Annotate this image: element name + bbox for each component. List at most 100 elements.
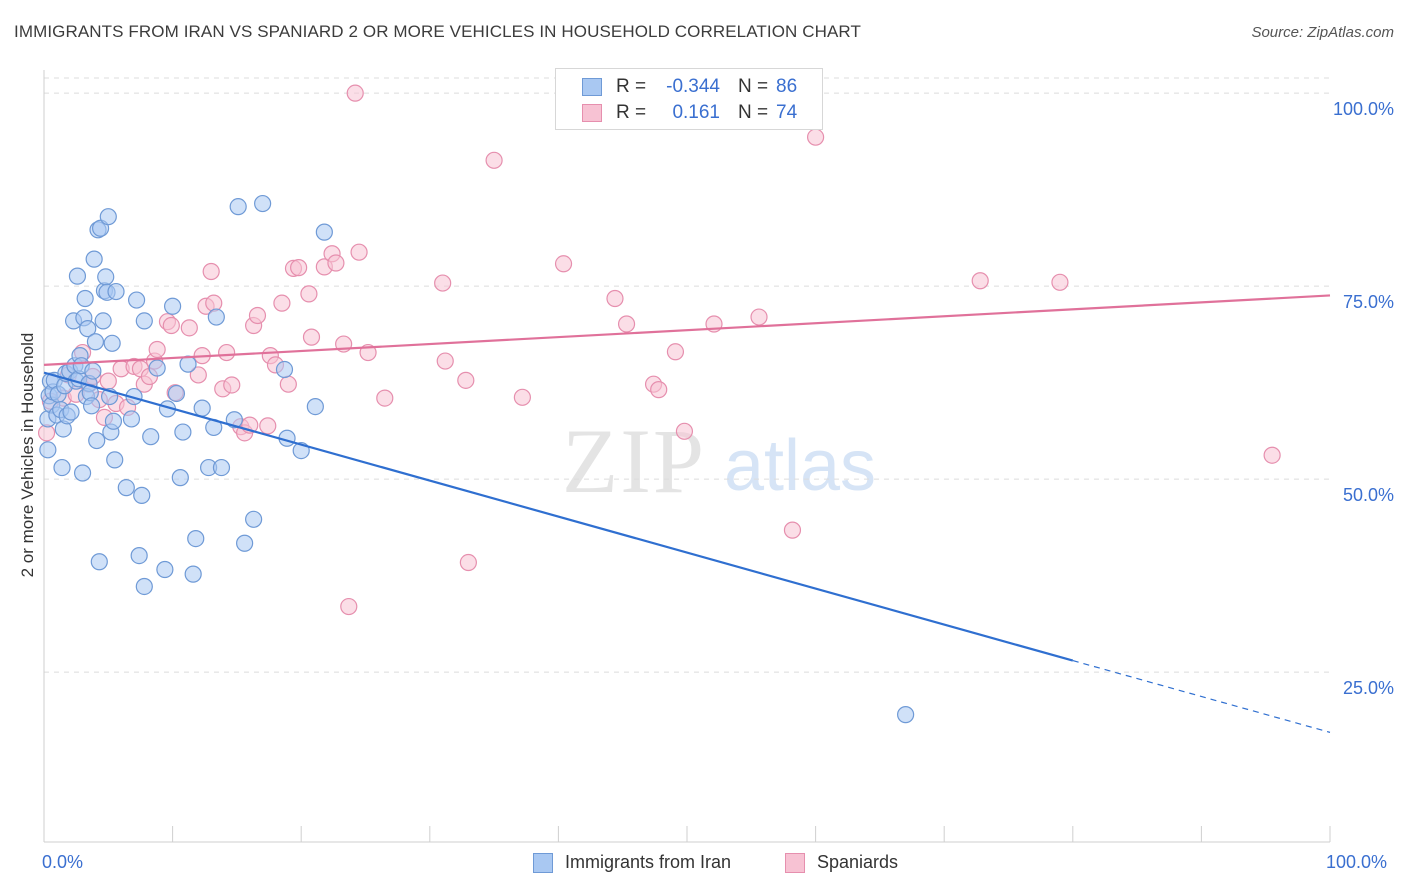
- spaniards-point: [617, 315, 636, 333]
- legend-swatch-iran: [533, 852, 553, 873]
- iran-point: [86, 333, 105, 351]
- spaniards-point: [1051, 273, 1069, 291]
- stats-r-label: R =: [616, 102, 647, 123]
- legend-item-iran[interactable]: Immigrants from Iran: [533, 852, 731, 873]
- spaniards-points: [37, 84, 1281, 616]
- iran-point: [254, 194, 272, 213]
- stats-n-value: 86: [776, 76, 798, 97]
- iran-point: [68, 267, 87, 285]
- stats-row-iran: R = -0.344 N = 86: [556, 74, 797, 100]
- iran-point: [193, 399, 211, 417]
- iran-trend-line: [43, 371, 1074, 662]
- iran-point: [130, 546, 148, 565]
- iran-point: [135, 577, 153, 596]
- iran-point: [184, 565, 202, 583]
- legend-item-spaniards[interactable]: Spaniards: [785, 852, 898, 873]
- iran-point: [122, 410, 141, 428]
- stats-r-value: -0.344: [666, 76, 720, 97]
- iran-point: [103, 334, 121, 352]
- iran-point: [212, 458, 231, 477]
- y-tick-label: 75.0%: [1342, 292, 1394, 313]
- spaniards-point: [202, 262, 220, 281]
- iran-point: [275, 360, 294, 379]
- iran-point: [104, 412, 123, 430]
- spaniards-point: [189, 366, 207, 384]
- spaniards-point: [218, 343, 236, 362]
- stats-n-label: N =: [738, 102, 769, 123]
- chart-legend: Immigrants from Iran Spaniards: [0, 852, 1406, 878]
- spaniards-point: [606, 289, 624, 308]
- iran-point: [164, 297, 182, 315]
- iran-point: [167, 384, 186, 403]
- iran-point: [135, 312, 153, 330]
- iran-point: [99, 208, 117, 226]
- watermark: ZIP atlas: [562, 410, 876, 512]
- spaniards-point: [806, 128, 825, 146]
- iran-point: [187, 530, 205, 548]
- spaniards-point: [350, 243, 368, 261]
- spaniards-point: [666, 343, 685, 361]
- iran-point: [106, 451, 124, 469]
- spaniards-point: [259, 417, 277, 435]
- spaniards-point: [750, 308, 768, 326]
- iran-point: [97, 268, 115, 286]
- legend-swatch-spaniards: [785, 852, 805, 873]
- iran-point: [88, 431, 106, 450]
- stats-box: R = -0.344 N = 86 R = 0.161 N = 74: [555, 68, 823, 130]
- spaniards-point: [436, 352, 454, 370]
- spaniards-point: [290, 259, 308, 277]
- iran-point: [897, 706, 915, 724]
- spaniards-point: [434, 274, 452, 292]
- iran-point: [53, 458, 71, 477]
- iran-point: [79, 320, 97, 338]
- iran-trend-extension: [1072, 660, 1331, 733]
- iran-point: [148, 359, 166, 377]
- legend-label-iran: Immigrants from Iran: [565, 852, 732, 872]
- iran-points: [39, 194, 915, 724]
- spaniards-point: [273, 294, 291, 312]
- iran-point: [315, 223, 333, 241]
- iran-point: [62, 403, 80, 421]
- spaniards-point: [376, 389, 394, 407]
- iran-point: [156, 560, 174, 579]
- iran-point: [142, 428, 160, 446]
- stats-n-value: 74: [776, 102, 798, 123]
- y-tick-label: 50.0%: [1342, 485, 1394, 506]
- grid-lines: [44, 77, 1330, 673]
- iran-point: [245, 510, 263, 528]
- spaniards-point: [346, 84, 364, 102]
- x-tick-label-min: 0.0%: [42, 852, 84, 872]
- spaniards-point: [675, 422, 694, 440]
- stats-swatch-iran: [582, 78, 602, 96]
- iran-point: [84, 362, 102, 380]
- iran-point: [82, 397, 101, 415]
- x-tick-label-max: 100.0%: [1326, 852, 1388, 872]
- spaniards-point: [485, 151, 503, 169]
- spaniards-point: [783, 521, 802, 539]
- iran-point: [90, 553, 108, 571]
- spaniards-point: [650, 381, 668, 399]
- y-tick-label: 100.0%: [1332, 99, 1394, 120]
- iran-point: [39, 441, 57, 459]
- iran-point: [133, 486, 151, 504]
- chart-title: IMMIGRANTS FROM IRAN VS SPANIARD 2 OR MO…: [14, 22, 861, 41]
- iran-point: [179, 355, 197, 373]
- spaniards-point: [340, 597, 358, 616]
- iran-point: [306, 397, 324, 416]
- spaniards-point: [513, 388, 531, 406]
- stats-n-label: N =: [738, 76, 769, 97]
- iran-point: [94, 312, 112, 330]
- spaniards-point: [205, 294, 223, 312]
- iran-point: [117, 479, 135, 497]
- iran-point: [73, 464, 92, 482]
- spaniards-point: [180, 319, 198, 337]
- legend-label-spaniards: Spaniards: [817, 852, 899, 872]
- iran-point: [76, 289, 94, 308]
- chart-source: Source: ZipAtlas.com: [1251, 24, 1394, 41]
- iran-point: [107, 282, 125, 301]
- spaniards-point: [302, 328, 321, 346]
- watermark-atlas: atlas: [724, 426, 876, 506]
- spaniards-point: [279, 375, 297, 393]
- iran-point: [236, 534, 254, 552]
